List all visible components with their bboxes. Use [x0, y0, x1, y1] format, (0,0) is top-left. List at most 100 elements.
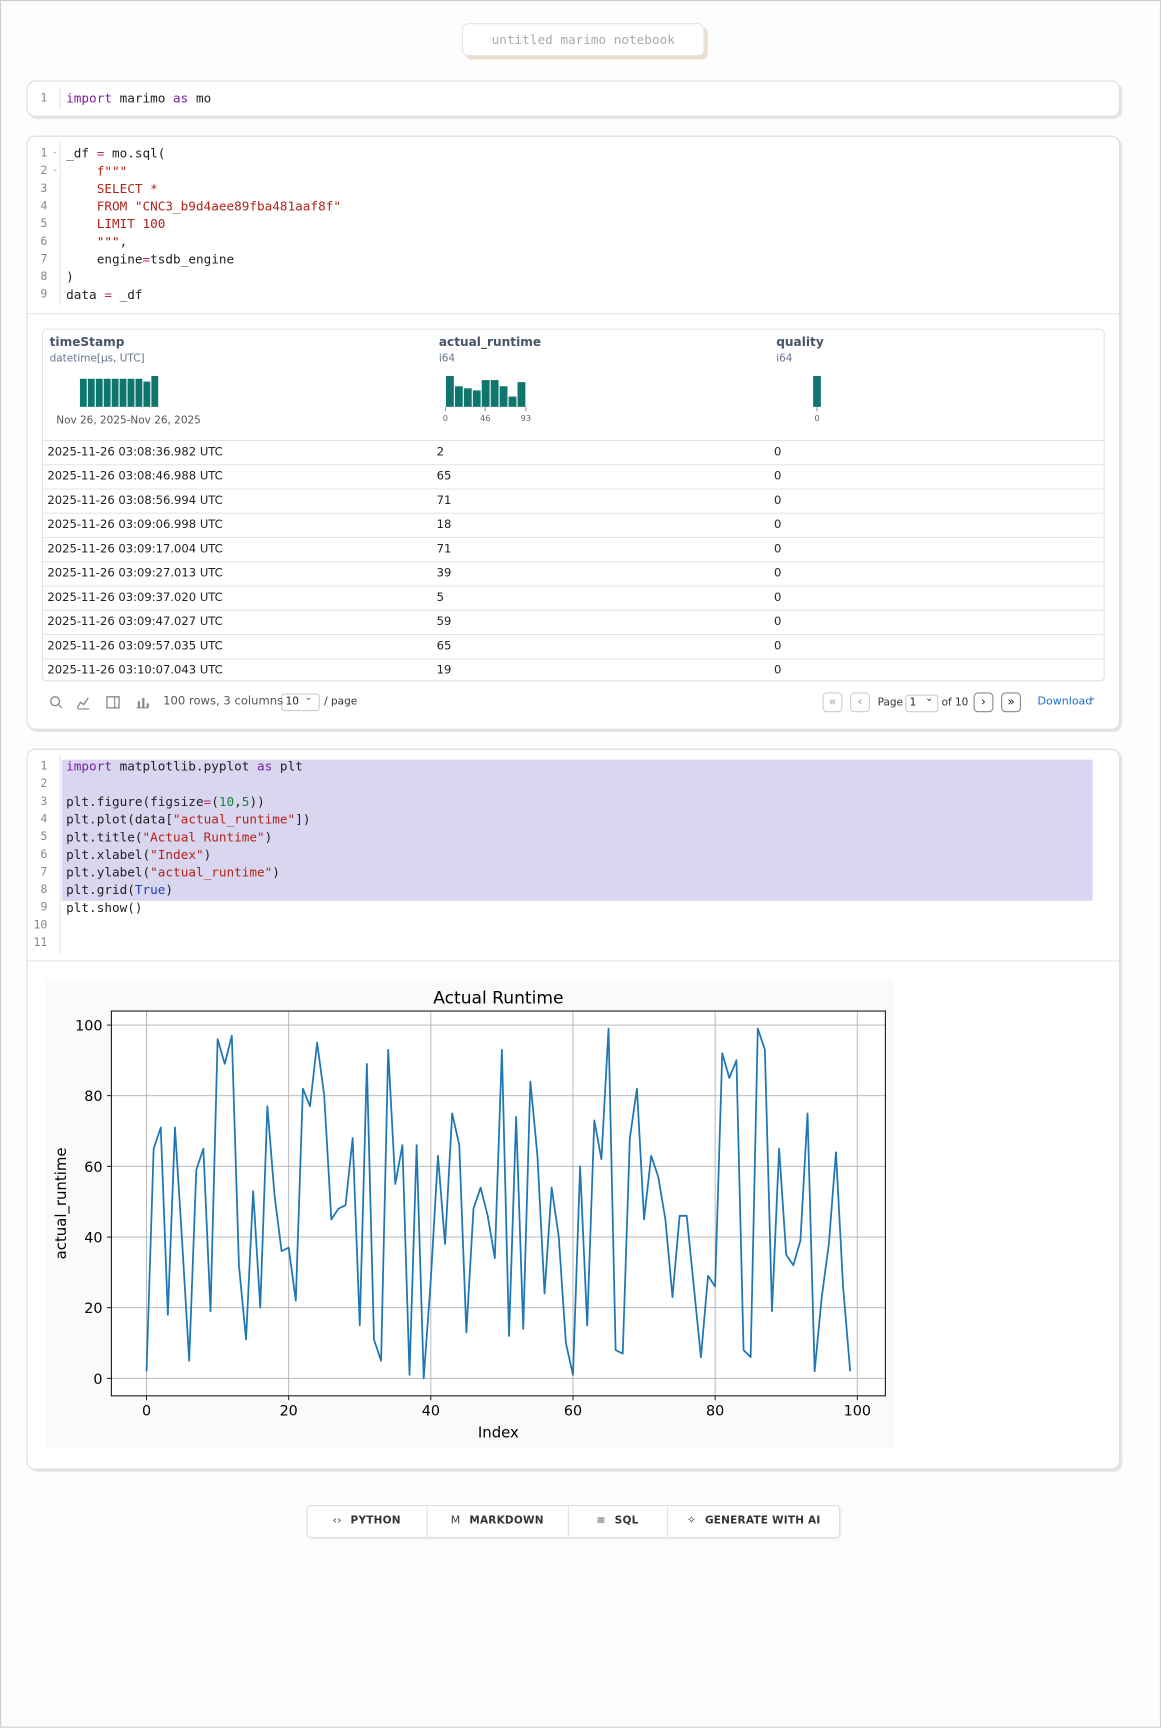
code-token: , [234, 793, 242, 810]
table-cell: 0 [773, 663, 782, 677]
row-border [42, 633, 1104, 636]
axes-frame [110, 1010, 886, 1397]
y-axis-label: actual_runtime [52, 1148, 70, 1260]
code-token: , [119, 233, 128, 250]
histogram-bar [445, 375, 454, 407]
histogram-tick-label: 0 [443, 413, 448, 423]
histogram-bar [481, 380, 490, 407]
code-token: plt. [66, 829, 97, 845]
button-icon: ✧ [686, 1514, 697, 1528]
y-tick-label: 60 [84, 1160, 102, 1176]
column-header[interactable]: timeStamp [49, 335, 125, 350]
line-number: 4 [40, 199, 48, 213]
code-token: engine [66, 251, 143, 267]
page-size-select[interactable] [281, 693, 320, 712]
code-token: "actual_runtime" [150, 864, 273, 880]
histogram-bar [463, 388, 472, 407]
code-token: show [96, 899, 128, 916]
data-line [145, 1027, 852, 1380]
button-label: GENERATE WITH AI [704, 1514, 821, 1528]
gutter-line [59, 142, 61, 306]
table-cell: 0 [773, 590, 782, 605]
x-tick-label: 60 [564, 1404, 582, 1420]
page-select[interactable] [905, 694, 939, 713]
y-tick-label: 80 [84, 1089, 102, 1105]
code-token: ) [165, 882, 174, 898]
code-line: import marimo as mo [66, 89, 211, 107]
code-token: )) [249, 793, 265, 810]
fold-toggle[interactable]: ⌄ [51, 146, 59, 156]
table-cell: 19 [436, 663, 452, 677]
column-histogram: 0 46 93 [443, 375, 531, 423]
column-dtype: i64 [438, 352, 456, 365]
prev-page-button[interactable]: ‹ [850, 692, 870, 713]
table-cell: 39 [436, 566, 452, 580]
code-token: """ [66, 233, 120, 250]
table-cell: 0 [773, 445, 782, 459]
add-cell-button[interactable]: ≡ SQL [568, 1505, 667, 1538]
code-line: plt.show() [66, 899, 142, 917]
first-page-button[interactable]: « [822, 692, 843, 713]
code-token: plt. [66, 882, 97, 898]
row-border [42, 536, 1104, 539]
add-cell-button[interactable]: M MARKDOWN [427, 1505, 568, 1538]
current-page[interactable]: 1 [909, 696, 917, 709]
line-number: 11 [33, 936, 48, 950]
code-token: True [134, 882, 166, 898]
code-line: FROM "CNC3_b9d4aee89fba481aaf8f" [66, 197, 341, 215]
histogram-bar [490, 380, 499, 407]
line-number: 8 [40, 883, 48, 897]
column-header[interactable]: actual_runtime [438, 335, 542, 350]
code-token: ( [142, 864, 151, 880]
next-page-button[interactable]: › [973, 692, 994, 713]
notebook-title[interactable]: untitled marimo notebook [461, 23, 705, 57]
line-number: 5 [40, 830, 48, 844]
add-cell-button[interactable]: ✧ GENERATE WITH AI [667, 1505, 840, 1538]
column-dtype: i64 [776, 352, 793, 365]
histogram-bar [143, 381, 151, 407]
code-token: "actual_runtime" [173, 811, 296, 827]
line-number: 1 [40, 759, 48, 773]
table-frame [41, 328, 1105, 682]
column-header[interactable]: quality [776, 335, 824, 350]
table-cell: 0 [773, 566, 782, 580]
code-token: ylabel [96, 864, 143, 880]
table-toolbar-icons[interactable] [50, 696, 160, 711]
row-border [42, 561, 1104, 563]
code-token: import [66, 90, 112, 106]
code-line: f""" [66, 162, 128, 180]
code-token: plt. [66, 899, 97, 916]
code-selection [61, 759, 1093, 901]
code-line: data = _df [66, 286, 142, 304]
code-token: data [66, 286, 105, 303]
cell-2[interactable] [26, 135, 1121, 730]
button-icon: ‹› [332, 1514, 342, 1528]
fold-toggle[interactable]: ⌄ [51, 164, 59, 174]
line-number: 8 [40, 270, 48, 284]
line-number: 9 [40, 287, 48, 301]
code-line: LIMIT 100 [66, 215, 166, 233]
code-line: SELECT * [66, 180, 158, 198]
line-number: 3 [40, 181, 48, 196]
table-cell: 2025-11-26 03:09:37.020 UTC [47, 590, 223, 605]
last-page-button[interactable]: » [1001, 692, 1021, 713]
add-cell-bar [306, 1504, 841, 1539]
histogram-bar [127, 378, 135, 407]
download-button[interactable]: Download [1037, 695, 1093, 708]
page-label: Page [877, 696, 903, 709]
code-token: plot [96, 811, 128, 827]
add-cell-button[interactable]: ‹› PYTHON [307, 1505, 427, 1538]
page-size[interactable]: 10 [285, 695, 299, 708]
line-number: 2 [40, 164, 48, 178]
table-cell: 0 [773, 639, 782, 653]
cell-1[interactable] [26, 80, 1121, 117]
histogram-bar [111, 378, 119, 407]
code-token: _df [111, 286, 143, 303]
code-token: = [142, 251, 151, 267]
button-label: SQL [614, 1514, 639, 1528]
table-cell: 2025-11-26 03:09:17.004 UTC [47, 542, 223, 556]
code-token: () [127, 899, 143, 916]
column-histogram [79, 375, 159, 407]
cell-divider [27, 313, 1120, 315]
